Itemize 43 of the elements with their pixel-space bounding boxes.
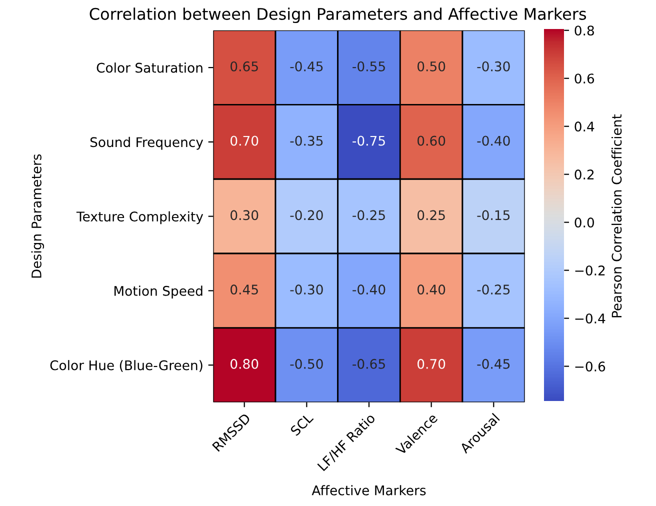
data-label: 0.65 (230, 61, 258, 72)
y-tick-label: Color Hue (Blue-Green) (50, 360, 202, 372)
data-label: 0.70 (230, 136, 258, 146)
data-label: -0.35 (290, 136, 323, 146)
data-label: 0.80 (230, 358, 258, 369)
data-label: 0.60 (418, 136, 446, 146)
data-label: -0.45 (477, 358, 510, 369)
color-bar-label: 0.2 (574, 170, 594, 180)
data-label: 0.70 (418, 358, 446, 369)
data-label: -0.55 (352, 61, 385, 72)
color-bar-label: −0.4 (575, 314, 606, 324)
data-label: 0.25 (418, 210, 445, 220)
y-tick-label: Motion Speed (114, 286, 202, 298)
color-bar-label: 0.4 (574, 122, 594, 132)
data-label: -0.50 (290, 358, 323, 369)
x-tick-label: SCL (290, 412, 314, 436)
chart-title: Correlation between Design Parameters and Affective Markers (90, 8, 586, 24)
color-bar-label: −0.2 (575, 266, 605, 276)
color-bar-title: Pearson Correlation Coefficient (611, 114, 622, 318)
y-tick-label: Texture Complexity (76, 211, 204, 224)
data-label: -0.40 (352, 284, 386, 295)
color-bar-label: 0.0 (574, 218, 594, 228)
x-axis-title: Affective Markers (312, 485, 426, 496)
data-label: -0.30 (290, 284, 323, 295)
data-label: 0.45 (230, 284, 258, 295)
data-label: -0.65 (352, 358, 385, 369)
y-tick-label: Sound Frequency (90, 136, 204, 150)
y-tick-label: Color Saturation (96, 62, 202, 73)
color-bar-label: −0.6 (575, 362, 606, 372)
data-label: 0.50 (418, 61, 446, 72)
data-label: -0.45 (290, 61, 323, 72)
data-label: -0.30 (477, 61, 510, 72)
data-label: -0.20 (290, 210, 323, 220)
data-label: -0.15 (477, 210, 510, 220)
color-bar-label: 0.8 (574, 26, 594, 36)
y-axis-title: Design Parameters (31, 154, 44, 278)
data-label: -0.25 (352, 210, 385, 220)
data-label: -0.40 (477, 136, 510, 146)
data-label: 0.30 (230, 210, 258, 220)
color-bar-label: 0.6 (574, 74, 594, 84)
data-label: -0.75 (352, 136, 385, 146)
data-label: 0.40 (418, 284, 446, 295)
data-label: -0.25 (477, 284, 510, 295)
